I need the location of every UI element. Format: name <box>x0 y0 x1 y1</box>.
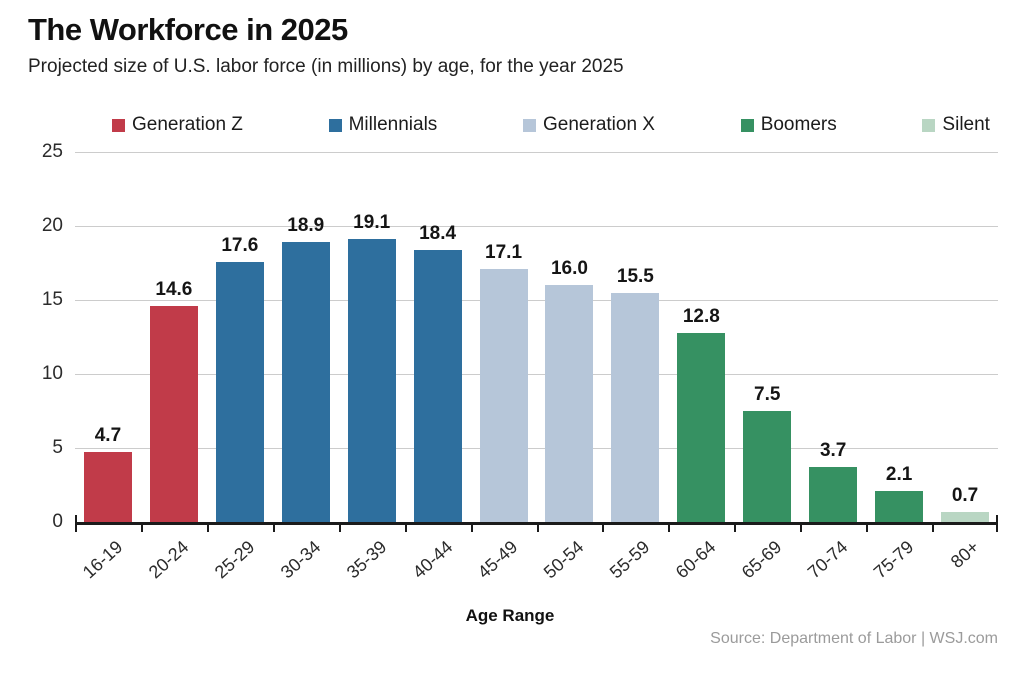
bar-50-54 <box>545 285 594 522</box>
x-axis-title: Age Range <box>465 606 555 625</box>
axis-end-cap <box>996 515 998 522</box>
legend-item-silent: Silent <box>922 114 990 136</box>
bar-45-49 <box>479 268 528 522</box>
x-axis-tick-mark <box>470 525 473 532</box>
legend-label: Generation X <box>543 114 655 135</box>
bar-value-label: 16.0 <box>550 258 588 280</box>
legend-label: Silent <box>942 114 990 135</box>
legend-item-generation-x: Generation X <box>523 114 655 136</box>
bar-value-label: 2.1 <box>885 463 913 485</box>
bar-value-label: 7.5 <box>754 384 781 405</box>
x-axis-tick-mark <box>140 525 143 532</box>
x-axis-tick-mark <box>338 525 341 532</box>
bar-value-label: 17.6 <box>221 234 259 256</box>
x-axis-tick-mark <box>536 525 539 532</box>
y-axis-tick-label: 5 <box>52 437 63 458</box>
bar-value-label: 14.6 <box>155 278 193 300</box>
bar-80+ <box>941 511 990 522</box>
x-axis-tick-mark <box>734 525 737 532</box>
bar-65-69 <box>743 411 792 522</box>
gridline-y25 <box>75 151 998 153</box>
bar-70-74 <box>809 467 858 522</box>
x-axis-tick-mark <box>404 525 407 532</box>
legend-item-millennials: Millennials <box>328 114 438 136</box>
bar-value-label: 0.7 <box>951 484 979 506</box>
legend-swatch-icon <box>922 118 936 132</box>
bar-value-label: 12.8 <box>682 305 720 327</box>
legend-swatch-icon <box>740 118 754 132</box>
x-axis-tick-mark <box>75 525 77 532</box>
bar-value-label: 18.9 <box>287 215 325 237</box>
legend-label: Millennials <box>348 114 438 135</box>
legend-label: Boomers <box>760 114 837 135</box>
x-axis-tick-mark <box>932 525 935 532</box>
x-axis-tick-mark <box>272 525 275 532</box>
bar-35-39 <box>347 239 396 522</box>
y-axis-tick-label: 10 <box>41 363 63 384</box>
legend-label: Generation Z <box>132 114 243 135</box>
legend-item-boomers: Boomers <box>740 114 837 136</box>
legend-item-generation-z: Generation Z <box>112 114 243 136</box>
legend-swatch-icon <box>112 118 125 132</box>
bar-60-64 <box>677 332 726 522</box>
bar-value-label: 3.7 <box>819 440 847 462</box>
axis-end-cap <box>75 515 77 522</box>
bar-value-label: 4.7 <box>94 425 122 447</box>
gridline-y15 <box>75 299 998 301</box>
bar-value-label: 18.4 <box>419 222 457 244</box>
legend-swatch-icon <box>523 118 537 132</box>
bar-20-24 <box>149 305 198 522</box>
gridline-y5 <box>75 447 998 449</box>
gridline-y10 <box>75 373 998 375</box>
x-axis-tick-mark <box>866 525 869 532</box>
y-axis-tick-label: 25 <box>41 141 63 162</box>
bar-55-59 <box>611 292 660 522</box>
y-axis-tick-label: 15 <box>41 289 63 310</box>
gridline-y20 <box>75 225 998 227</box>
legend: Generation Z Millennials Generation X Boome… <box>112 114 990 136</box>
bar-40-44 <box>413 249 462 522</box>
bar-chart-plot-area: 0 5 10 15 20 25 4.7 16-19 14.6 20-24 17.6 25-29 18.9… <box>42 141 998 582</box>
x-axis-tick-mark <box>602 525 605 532</box>
bar-value-label: 19.1 <box>353 212 391 234</box>
chart-title: The Workforce in 2025 <box>28 12 348 47</box>
bar-16-19 <box>83 452 132 522</box>
bar-value-label: 17.1 <box>485 241 523 263</box>
y-axis-tick-label: 20 <box>41 215 63 236</box>
bar-30-34 <box>281 242 330 522</box>
legend-swatch-icon <box>328 118 342 132</box>
bar-75-79 <box>875 490 924 522</box>
x-axis-tick-mark <box>800 525 803 532</box>
bar-value-label: 15.5 <box>616 265 654 287</box>
bar-25-29 <box>215 261 264 522</box>
y-axis-tick-label: 0 <box>52 511 63 532</box>
x-axis-tick-mark <box>996 525 998 532</box>
chart-subtitle: Projected size of U.S. labor force (in m… <box>28 56 624 77</box>
x-axis-tick-mark <box>206 525 209 532</box>
x-axis-tick-mark <box>668 525 671 532</box>
source-credit: Source: Department of Labor | WSJ.com <box>710 630 998 647</box>
